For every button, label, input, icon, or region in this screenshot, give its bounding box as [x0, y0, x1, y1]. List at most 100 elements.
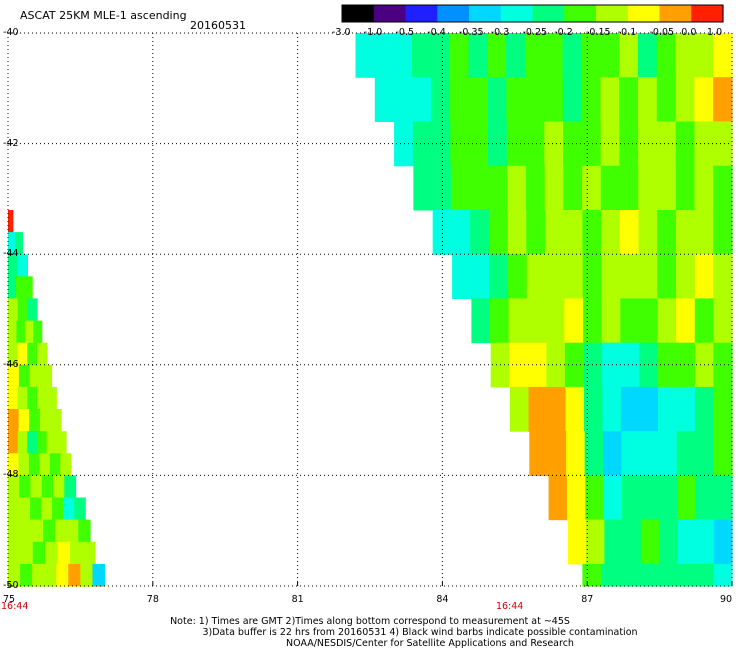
heatmap-cell-east [601, 254, 621, 299]
x-tick-label: 90 [720, 594, 733, 605]
heatmap-cell-east [656, 77, 677, 122]
heatmap-cell-east [656, 33, 677, 78]
heatmap-cell-west [17, 386, 28, 410]
heatmap-cell-west [24, 320, 34, 344]
heatmap-cell-west [8, 276, 17, 299]
heatmap-cell-east [490, 298, 510, 344]
y-tick-label: -42 [3, 137, 19, 149]
heatmap-cell-east [566, 475, 586, 521]
heatmap-cell-west [20, 563, 33, 587]
chart-date: 20160531 [190, 19, 246, 32]
heatmap-cell-east [694, 563, 714, 587]
heatmap-cell-east [639, 386, 659, 432]
heatmap-cell-west [8, 519, 21, 543]
heatmap-cell-east [694, 165, 714, 211]
heatmap-cell-west [33, 320, 43, 344]
heatmap-cell-west [31, 519, 44, 543]
heatmap-cell-east [564, 298, 584, 344]
heatmap-cell-east [713, 254, 733, 299]
heatmap-cell-west [20, 541, 34, 565]
heatmap-cell-east [543, 33, 564, 78]
heatmap-cell-east [581, 77, 601, 122]
heatmap-cell-west [8, 453, 20, 476]
heatmap-cell-east [638, 254, 658, 299]
heatmap-cell-west [46, 386, 57, 410]
heatmap-cell-east [657, 165, 677, 211]
heatmap-cell-west [18, 453, 30, 476]
heatmap-cell-east [567, 519, 587, 565]
heatmap-cell-west [18, 364, 31, 388]
swath-time-label: 16:44 [1, 601, 29, 612]
heatmap-cell-west [27, 298, 38, 322]
y-tick-label: -46 [3, 358, 19, 370]
colorbar-label: -0.05 [649, 27, 675, 38]
heatmap-cell-west [39, 453, 51, 476]
heatmap-cell-west [60, 453, 72, 476]
heatmap-cell-west [45, 541, 59, 565]
heatmap-cell-west [78, 519, 91, 543]
heatmap-cell-east [620, 342, 640, 388]
heatmap-cell-west [54, 519, 68, 543]
heatmap-cell-east [509, 342, 529, 388]
heatmap-cell-east [394, 121, 414, 167]
heatmap-cell-east [619, 33, 639, 78]
heatmap-cell-east [713, 563, 733, 587]
heatmap-cell-east [431, 121, 452, 167]
heatmap-cell-east [584, 386, 604, 432]
heatmap-cell-east [374, 33, 394, 78]
heatmap-cell-east [657, 563, 677, 587]
heatmap-cell-east [507, 210, 527, 255]
heatmap-cell-east [506, 77, 526, 122]
heatmap-cell-east [622, 519, 642, 565]
heatmap-cell-east [487, 33, 507, 78]
heatmap-cell-east [675, 33, 695, 78]
heatmap-cell-east [638, 298, 659, 344]
heatmap-cell-west [29, 364, 42, 388]
heatmap-cell-east [583, 342, 603, 388]
heatmap-cell-east [713, 121, 733, 167]
heatmap-cell-east [675, 121, 696, 167]
heatmap-cell-west [16, 276, 25, 299]
heatmap-cell-west [28, 453, 40, 476]
heatmap-cell-east [695, 475, 715, 521]
heatmap-cell-east [526, 210, 546, 255]
heatmap-cell-east [489, 254, 509, 299]
heatmap-cell-east [694, 298, 714, 344]
heatmap-cell-west [46, 431, 57, 454]
heatmap-cell-west [24, 276, 33, 299]
heatmap-cell-east [528, 386, 548, 432]
colorbar-segment [469, 5, 502, 22]
heatmap-cell-east [506, 33, 526, 78]
heatmap-cell-east [600, 77, 620, 122]
heatmap-cell-west [32, 563, 45, 587]
heatmap-cell-east [713, 77, 733, 122]
heatmap-cell-west [56, 431, 67, 454]
colorbar-segment [532, 5, 565, 22]
heatmap-cell-east [452, 254, 472, 299]
heatmap-cell-west [50, 409, 62, 432]
heatmap-cell-east [659, 519, 678, 565]
heatmap-cell-west [8, 364, 20, 388]
heatmap-cell-west [8, 541, 21, 565]
heatmap-cell-east [602, 342, 622, 388]
heatmap-cell-east [657, 298, 677, 344]
colorbar [341, 4, 724, 23]
x-tick-label: 78 [146, 594, 159, 605]
heatmap-cell-east [604, 519, 624, 565]
heatmap-cell-east [412, 77, 432, 122]
heatmap-cell-east [563, 210, 583, 255]
heatmap-cell-east [656, 121, 677, 167]
heatmap-cell-west [32, 586, 45, 587]
heatmap-cell-east [638, 77, 658, 122]
heatmap-cell-west [29, 409, 41, 432]
heatmap-cell-east [677, 475, 696, 521]
heatmap-cell-east [527, 342, 547, 388]
heatmap-cell-west [52, 497, 64, 521]
heatmap-cell-east [470, 210, 490, 255]
heatmap-cell-east [638, 121, 658, 167]
y-tick-label: -48 [3, 469, 19, 481]
heatmap-cell-east [432, 165, 452, 211]
heatmap-cell-west [40, 364, 53, 388]
heatmap-cell-east [451, 210, 471, 255]
heatmap-cell-west [80, 586, 94, 587]
